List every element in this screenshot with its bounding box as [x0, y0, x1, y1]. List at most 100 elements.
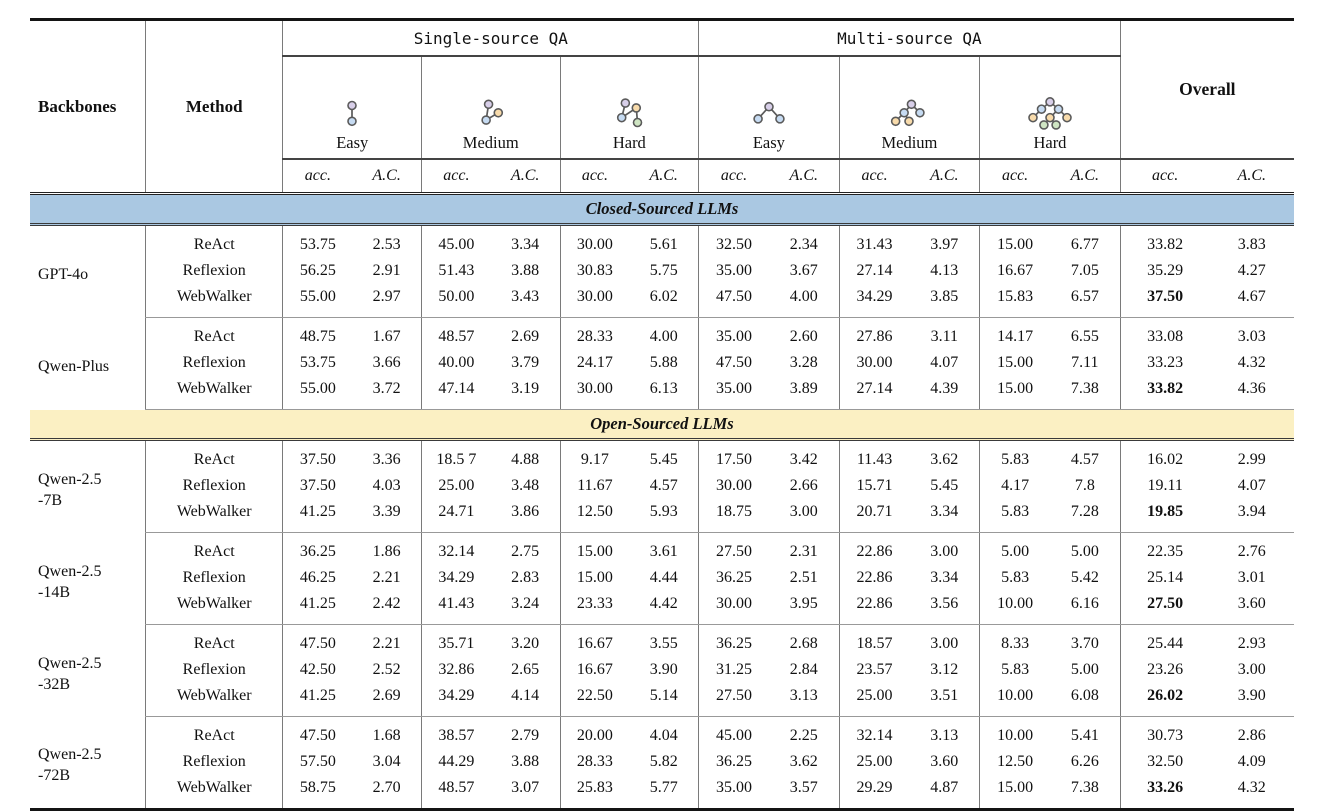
- value-cell: 34.29: [420, 565, 491, 591]
- result-row: WebWalker 41.25 2.69 34.29 4.14 22.50 5.14 27.5…: [30, 683, 1294, 717]
- value-cell: 3.89: [768, 376, 840, 410]
- result-row: Reflexion 42.50 2.52 32.86 2.65 16.67 3.90 31.2…: [30, 657, 1294, 683]
- section-band: Open-Sourced LLMs: [30, 409, 1294, 441]
- value-cell: 23.57: [838, 657, 910, 683]
- value-cell: 25.00: [838, 749, 910, 775]
- method-cell: WebWalker: [144, 284, 283, 318]
- value-cell: 4.27: [1237, 262, 1266, 279]
- value-cell: 15.00: [559, 565, 630, 591]
- value-cell: 3.66: [372, 354, 401, 371]
- method-cell: WebWalker: [144, 499, 283, 533]
- value-cell: 46.25: [282, 565, 353, 591]
- value-cell: 4.36: [1209, 376, 1294, 410]
- value-cell: 5.00: [979, 532, 1050, 565]
- value-cell: 2.66: [789, 477, 818, 494]
- value-cell: 36.25: [698, 565, 769, 591]
- value-cell: 4.57: [1070, 451, 1099, 468]
- backbone-cell: Qwen-2.5 -32B: [38, 654, 102, 693]
- value-cell: 4.44: [649, 569, 678, 586]
- value-cell: 2.91: [372, 262, 401, 279]
- value-cell: 30.00: [698, 591, 769, 625]
- value-cell: 44.29: [420, 749, 491, 775]
- value-cell: 3.13: [768, 683, 840, 717]
- value-cell: 3.12: [930, 661, 959, 678]
- method-cell: Reflexion: [144, 350, 283, 376]
- method-cell: Reflexion: [144, 657, 283, 683]
- value-cell: 51.43: [420, 258, 491, 284]
- value-cell: 6.77: [1070, 236, 1099, 253]
- value-cell: 3.86: [490, 499, 561, 533]
- single-easy-tree-icon: [329, 97, 375, 131]
- value-cell: 2.21: [372, 635, 401, 652]
- value-cell: 58.75: [282, 775, 353, 810]
- value-cell: 4.00: [649, 328, 678, 345]
- value-cell: 6.16: [1049, 591, 1121, 625]
- value-cell: 10.00: [979, 591, 1050, 625]
- value-cell: 7.05: [1070, 262, 1099, 279]
- result-row: Qwen-2.5 -72B ReAct 47.50 1.68 38.57 2.79 20.0…: [30, 716, 1294, 784]
- metric-header-ac: A.C.: [629, 159, 699, 195]
- value-cell: 30.73: [1119, 716, 1210, 749]
- single-hard-level-header: Hard: [559, 56, 699, 160]
- benchmark-results-table: Backbones Method Single-source QA Multi-…: [30, 18, 1294, 811]
- value-cell: 30.83: [559, 258, 630, 284]
- value-cell: 29.29: [838, 775, 910, 810]
- value-cell: 3.19: [490, 376, 561, 410]
- value-cell: 4.67: [1209, 284, 1294, 318]
- value-cell: 4.14: [490, 683, 561, 717]
- value-cell: 2.97: [352, 284, 422, 318]
- level-label: Easy: [752, 133, 785, 152]
- value-cell: 5.42: [1070, 569, 1099, 586]
- single-easy-level-header: Easy: [282, 56, 422, 160]
- value-cell: 3.34: [511, 236, 540, 253]
- value-cell: 5.82: [649, 753, 678, 770]
- level-label: Medium: [462, 133, 519, 152]
- value-cell: 2.60: [789, 328, 818, 345]
- value-cell: 45.00: [420, 224, 491, 258]
- value-cell: 5.83: [979, 499, 1050, 533]
- value-cell: 3.88: [511, 753, 540, 770]
- metric-header-ac: A.C.: [1049, 159, 1121, 195]
- section-band-title: Closed-Sourced LLMs: [30, 193, 1294, 226]
- value-cell: 5.00: [1070, 543, 1099, 560]
- value-cell: 27.50: [698, 532, 769, 565]
- value-cell: 10.00: [979, 716, 1050, 749]
- value-cell: 32.14: [838, 716, 910, 749]
- value-cell: 3.11: [930, 328, 958, 345]
- multi-medium-level-header: Medium: [838, 56, 980, 160]
- value-cell: 35.00: [698, 317, 769, 350]
- value-cell: 47.50: [698, 284, 769, 318]
- value-cell: 35.00: [698, 376, 769, 410]
- result-row: Qwen-2.5 -14B ReAct 36.25 1.86 32.14 2.75 15.0…: [30, 532, 1294, 601]
- value-cell: 4.88: [511, 451, 540, 468]
- value-cell: 6.13: [629, 376, 699, 410]
- value-cell: 41.43: [420, 591, 491, 625]
- value-cell: 30.00: [838, 350, 910, 376]
- value-cell: 4.32: [1237, 779, 1266, 796]
- value-cell: 3.55: [649, 635, 678, 652]
- method-cell: WebWalker: [144, 591, 283, 625]
- value-cell: 4.39: [909, 376, 980, 410]
- value-cell: 5.75: [649, 262, 678, 279]
- value-cell: 3.90: [1209, 683, 1294, 717]
- value-cell: 5.61: [649, 236, 678, 253]
- value-cell: 57.50: [282, 749, 353, 775]
- value-cell: 19.85: [1119, 499, 1210, 533]
- method-cell: ReAct: [144, 532, 283, 565]
- value-cell: 7.38: [1049, 376, 1121, 410]
- value-cell: 3.88: [511, 262, 540, 279]
- value-cell: 35.29: [1119, 258, 1210, 284]
- value-cell: 3.43: [490, 284, 561, 318]
- method-cell: Reflexion: [144, 749, 283, 775]
- value-cell: 2.68: [789, 635, 818, 652]
- value-cell: 7.11: [1071, 354, 1099, 371]
- value-cell: 30.00: [559, 376, 630, 410]
- method-cell: ReAct: [144, 224, 283, 258]
- value-cell: 8.33: [979, 624, 1050, 657]
- value-cell: 3.00: [768, 499, 840, 533]
- result-row: WebWalker 55.00 3.72 47.14 3.19 30.00 6.13 35.0…: [30, 376, 1294, 410]
- backbone-group: Qwen-2.5 -14B ReAct 36.25 1.86 32.14 2.75 15.0…: [30, 532, 1294, 625]
- value-cell: 55.00: [282, 284, 353, 318]
- result-row: WebWalker 41.25 3.39 24.71 3.86 12.50 5.93 18.7…: [30, 499, 1294, 533]
- value-cell: 7.28: [1049, 499, 1121, 533]
